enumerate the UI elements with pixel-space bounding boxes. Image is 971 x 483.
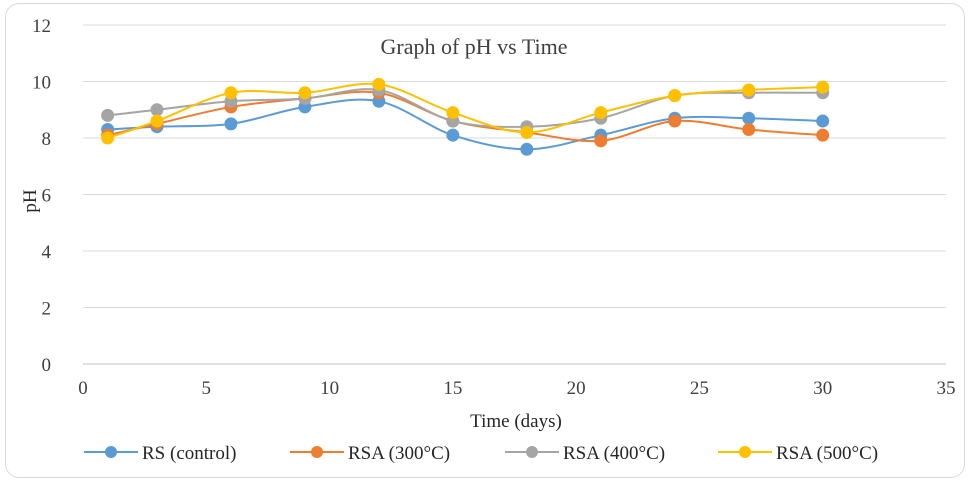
data-point <box>446 106 460 120</box>
data-point <box>816 80 830 94</box>
legend-item: RS (control) <box>84 443 236 464</box>
series-line <box>107 88 823 128</box>
x-tick-label: 15 <box>443 378 462 399</box>
y-tick-label: 8 <box>42 129 52 150</box>
legend-item: RSA (300°C) <box>290 443 450 464</box>
y-tick-label: 12 <box>32 16 51 37</box>
data-point <box>298 86 312 100</box>
legend-marker <box>105 446 117 458</box>
y-axis-title: pH <box>20 189 41 213</box>
x-tick-label: 20 <box>567 378 586 399</box>
data-point <box>101 131 115 145</box>
legend-marker <box>311 446 323 458</box>
chart-frame <box>5 3 965 478</box>
x-tick-label: 30 <box>813 378 832 399</box>
y-tick-label: 4 <box>42 242 52 263</box>
data-point <box>816 128 830 142</box>
data-point <box>520 125 534 139</box>
y-tick-label: 0 <box>42 355 52 376</box>
data-point <box>101 108 115 122</box>
x-tick-label: 35 <box>937 378 956 399</box>
data-point <box>224 86 238 100</box>
data-point <box>742 123 756 137</box>
series-layer <box>101 77 830 156</box>
y-tick-label: 10 <box>32 73 51 94</box>
tick-labels: 0 2 4 6 8 10 12 0 5 10 15 20 25 30 35 <box>32 16 956 399</box>
x-tick-label: 0 <box>78 378 88 399</box>
y-tick-label: 6 <box>42 186 52 207</box>
series-4 <box>101 77 830 145</box>
legend-label: RSA (500°C) <box>776 443 878 464</box>
data-point <box>224 117 238 131</box>
x-tick-label: 10 <box>320 378 339 399</box>
legend-label: RSA (400°C) <box>563 443 665 464</box>
data-point <box>816 114 830 128</box>
data-point <box>150 103 164 117</box>
legend-marker <box>526 446 538 458</box>
legend-label: RS (control) <box>142 443 236 464</box>
legend-item: RSA (400°C) <box>505 443 665 464</box>
legend-marker <box>739 446 751 458</box>
x-tick-label: 5 <box>202 378 212 399</box>
legend-item: RSA (500°C) <box>718 443 878 464</box>
legend-label: RSA (300°C) <box>348 443 450 464</box>
data-point <box>594 106 608 120</box>
data-point <box>594 134 608 148</box>
legend: RS (control) RSA (300°C) RSA (400°C) RSA (5… <box>84 443 878 464</box>
data-point <box>520 142 534 156</box>
data-point <box>668 89 682 103</box>
data-point <box>668 114 682 128</box>
data-point <box>446 128 460 142</box>
chart-title: Graph of pH vs Time <box>380 34 567 59</box>
x-tick-label: 25 <box>690 378 709 399</box>
data-point <box>150 114 164 128</box>
data-point <box>742 111 756 125</box>
data-point <box>372 77 386 91</box>
x-axis-title: Time (days) <box>470 411 562 432</box>
gridlines <box>83 24 946 308</box>
y-tick-label: 2 <box>42 299 52 320</box>
data-point <box>742 83 756 97</box>
